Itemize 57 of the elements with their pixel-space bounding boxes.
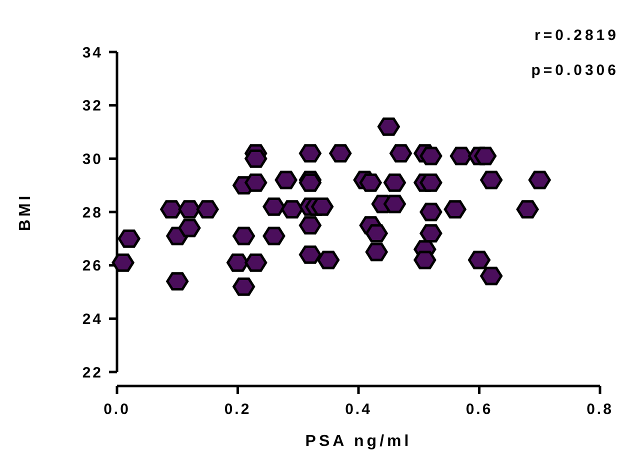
x-tick-label: 0.6: [466, 401, 493, 418]
point: [414, 250, 436, 270]
point: [244, 149, 268, 168]
point: [365, 224, 388, 243]
point: [298, 216, 322, 235]
point: [262, 197, 286, 216]
y-tick-label: 34: [82, 44, 103, 62]
y-tick-label: 24: [82, 310, 103, 328]
y-tick-label: 30: [82, 150, 103, 168]
point: [262, 226, 286, 246]
x-axis-title: PSA ng/ml: [305, 433, 412, 450]
point: [420, 202, 442, 222]
point: [311, 197, 334, 216]
point: [196, 200, 219, 219]
point: [480, 266, 503, 286]
point: [444, 200, 466, 219]
point: [420, 173, 442, 192]
point: [516, 200, 539, 219]
y-tick-label: 28: [82, 204, 103, 222]
point: [420, 146, 442, 166]
y-tick-label: 32: [82, 98, 103, 115]
point: [232, 226, 256, 246]
point: [383, 194, 406, 214]
point: [112, 253, 134, 272]
point: [280, 200, 304, 219]
point: [474, 146, 497, 166]
point: [178, 218, 201, 238]
point: [232, 277, 256, 296]
point: [298, 245, 322, 264]
point: [317, 250, 340, 270]
point: [383, 173, 406, 192]
point: [298, 144, 322, 163]
x-tick-label: 0.4: [345, 401, 372, 418]
x-tick-label: 0.8: [586, 401, 614, 418]
x-tick-label: 0.0: [104, 401, 130, 418]
point: [420, 224, 442, 243]
point: [390, 144, 412, 163]
y-tick-label: 26: [82, 258, 103, 275]
point: [118, 229, 140, 248]
point: [329, 144, 352, 163]
y-axis-title: BMI: [17, 192, 34, 232]
x-tick-label: 0.2: [224, 401, 252, 418]
point: [359, 173, 382, 192]
text: r=0.2819: [534, 27, 619, 44]
point: [450, 146, 472, 166]
point: [468, 250, 490, 270]
point: [244, 173, 268, 192]
point: [166, 272, 189, 291]
point: [244, 253, 268, 272]
point: [528, 170, 551, 190]
point: [480, 170, 503, 190]
point: [365, 242, 388, 262]
point: [226, 253, 249, 272]
annotation: p=0.0306: [531, 62, 619, 79]
y-tick-label: 22: [82, 364, 103, 382]
point: [377, 117, 400, 136]
point: [274, 170, 298, 190]
